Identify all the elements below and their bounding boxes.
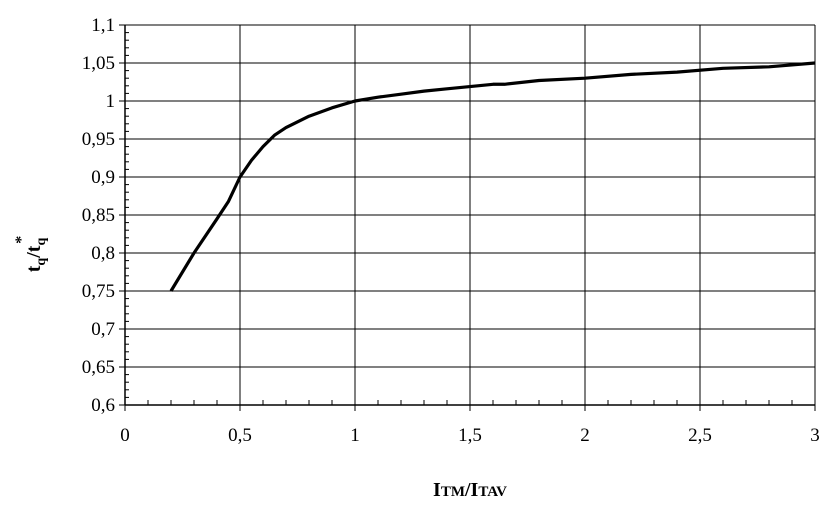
y-tick-label: 1,1 bbox=[91, 15, 115, 36]
x-tick-label: 0 bbox=[120, 425, 130, 446]
y-tick-label: 0,75 bbox=[82, 281, 115, 302]
x-tick-label: 3 bbox=[810, 425, 820, 446]
y-tick-label: 0,95 bbox=[82, 129, 115, 150]
y-tick-label: 1,05 bbox=[82, 53, 115, 74]
y-axis-title: tq/tq* bbox=[13, 236, 49, 273]
x-tick-label: 2,5 bbox=[688, 425, 712, 446]
x-tick-label: 1,5 bbox=[458, 425, 482, 446]
y-tick-label: 0,85 bbox=[82, 205, 115, 226]
series-layer bbox=[169, 61, 816, 292]
y-axis-title-main-2: t bbox=[23, 245, 45, 252]
y-tick-label: 0,6 bbox=[91, 395, 115, 416]
x-axis-title-sub-1: TM bbox=[441, 484, 465, 500]
y-tick-label: 0,8 bbox=[91, 243, 115, 264]
y-axis-title-sup-2: * bbox=[13, 236, 30, 244]
y-axis-title-sub-1: q bbox=[34, 258, 49, 266]
series-line bbox=[169, 61, 816, 292]
y-tick-label: 1 bbox=[106, 91, 116, 112]
y-tick-label: 0,7 bbox=[91, 319, 115, 340]
x-axis-title-main-2: I bbox=[471, 479, 479, 501]
x-tick-labels: 0 0,5 1 1,5 2 2,5 3 bbox=[120, 425, 820, 446]
y-tick-label: 0,9 bbox=[91, 167, 115, 188]
y-axis-title-slash: / bbox=[23, 252, 45, 259]
minor-ticks bbox=[119, 24, 816, 411]
y-tick-label: 0,65 bbox=[82, 357, 115, 378]
y-axis-title-group: tq/tq* bbox=[13, 236, 49, 273]
y-axis-title-main-1: t bbox=[23, 265, 45, 272]
x-tick-label: 1 bbox=[350, 425, 360, 446]
x-tick-label: 2 bbox=[580, 425, 590, 446]
y-tick-labels: 0,6 0,65 0,7 0,75 0,8 0,85 0,9 0,95 1 1,05 1,1 bbox=[82, 15, 115, 416]
x-tick-label: 0,5 bbox=[228, 425, 252, 446]
y-axis-title-sub-2: q bbox=[34, 238, 49, 246]
x-axis-title-main-1: I bbox=[433, 479, 441, 501]
x-axis-title: ITM/ITAV bbox=[433, 479, 507, 501]
x-axis-title-sub-2: TAV bbox=[478, 484, 507, 500]
x-axis-title-slash: / bbox=[464, 479, 471, 501]
